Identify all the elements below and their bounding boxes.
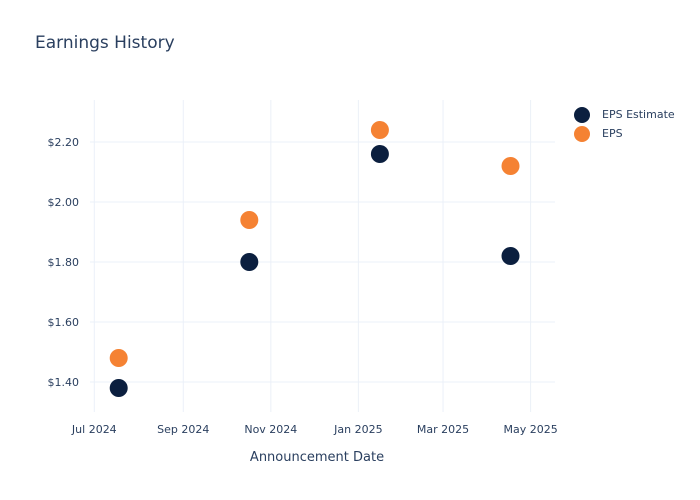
legend-label-eps-estimate: EPS Estimate (602, 108, 675, 121)
x-axis-title: Announcement Date (250, 450, 384, 465)
data-points (109, 121, 520, 397)
point-eps-estimate[interactable] (370, 145, 389, 163)
x-tick-label: Jan 2025 (333, 423, 382, 436)
x-tick-label: Jul 2024 (71, 423, 117, 436)
point-eps[interactable] (240, 211, 259, 229)
y-tick-label: $1.60 (48, 316, 80, 329)
legend-item-eps-estimate[interactable]: EPS Estimate (574, 105, 675, 124)
point-eps-estimate[interactable] (109, 379, 128, 397)
y-tick-labels: $1.40 $1.60 $1.80 $2.00 $2.20 (48, 136, 80, 389)
legend-marker-eps (574, 125, 590, 142)
y-tick-label: $2.00 (48, 196, 80, 209)
legend: EPS Estimate EPS (574, 105, 675, 143)
y-gridlines (90, 141, 555, 383)
chart-title: Earnings History (35, 33, 175, 53)
x-tick-label: Nov 2024 (244, 423, 297, 436)
y-tick-label: $1.80 (48, 256, 80, 269)
point-eps-estimate[interactable] (501, 247, 520, 265)
x-tick-label: May 2025 (503, 423, 557, 436)
y-tick-label: $1.40 (48, 376, 80, 389)
x-tick-label: Mar 2025 (417, 423, 469, 436)
legend-marker-eps-estimate (574, 106, 590, 123)
x-gridlines (93, 100, 532, 412)
point-eps[interactable] (370, 121, 389, 139)
y-tick-label: $2.20 (48, 136, 80, 149)
x-tick-labels: Jul 2024 Sep 2024 Nov 2024 Jan 2025 Mar 2025… (71, 423, 558, 436)
point-eps[interactable] (109, 349, 128, 367)
point-eps[interactable] (501, 157, 520, 175)
legend-label-eps: EPS (602, 127, 623, 140)
legend-item-eps[interactable]: EPS (574, 124, 675, 143)
x-tick-label: Sep 2024 (157, 423, 209, 436)
point-eps-estimate[interactable] (240, 253, 259, 271)
